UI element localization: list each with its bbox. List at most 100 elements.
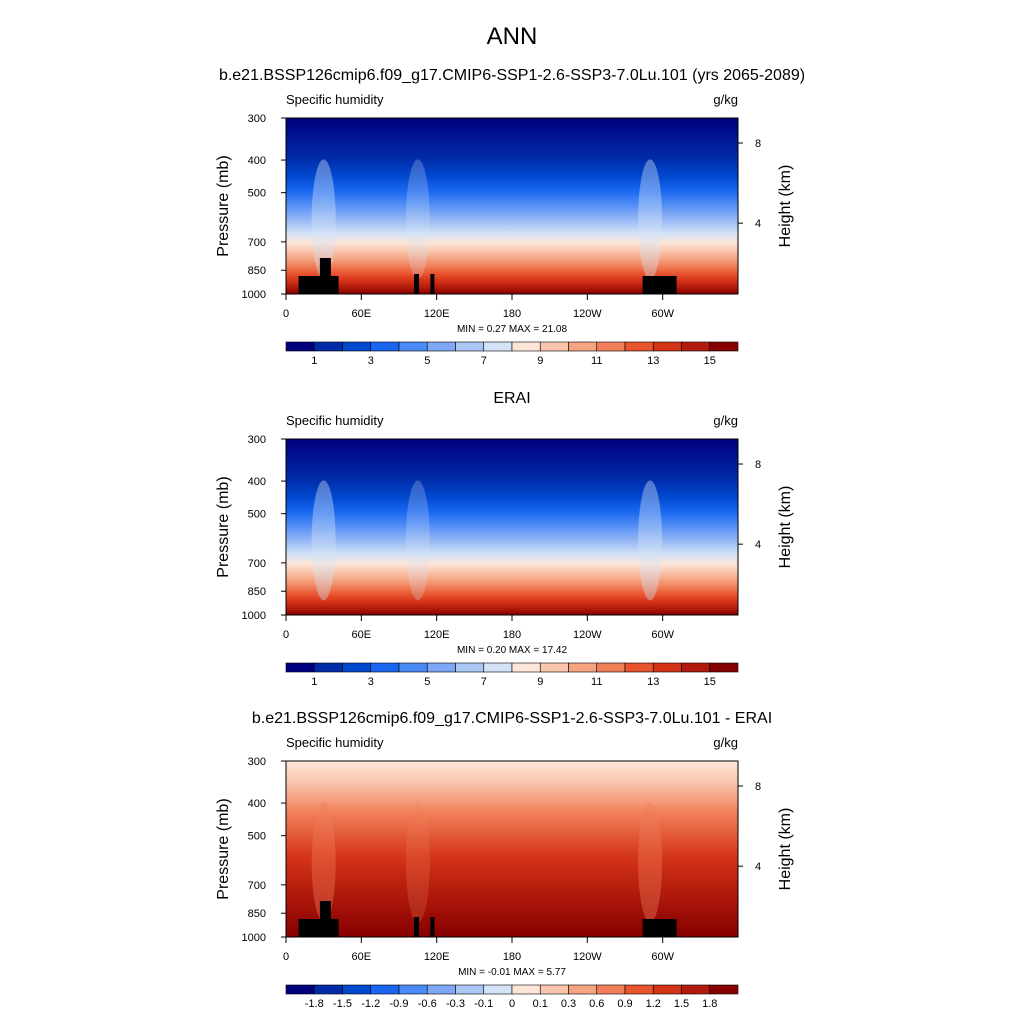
x-tick-label: 60E bbox=[352, 629, 372, 641]
colorbar-label: 0.6 bbox=[589, 998, 604, 1010]
colorbar-swatch bbox=[455, 984, 485, 995]
y-tick-label: 850 bbox=[248, 586, 266, 598]
colorbar-swatch bbox=[652, 662, 682, 673]
field-feature bbox=[405, 480, 430, 601]
topography-block bbox=[642, 919, 677, 937]
x-tick-label: 60E bbox=[352, 308, 372, 320]
colorbar-label: 9 bbox=[537, 355, 543, 367]
colorbar-swatch bbox=[455, 662, 485, 673]
colorbar-label: 0 bbox=[509, 998, 515, 1010]
colorbar-label: 0.3 bbox=[561, 998, 576, 1010]
x-tick-label: 60W bbox=[651, 951, 674, 963]
topography-block bbox=[430, 917, 435, 937]
colorbar-label: 1.8 bbox=[702, 998, 717, 1010]
y-right-tick-label: 8 bbox=[755, 138, 761, 150]
field-feature bbox=[311, 159, 336, 280]
topography-block bbox=[298, 276, 339, 294]
colorbar-swatch bbox=[568, 662, 598, 673]
colorbar-swatch bbox=[652, 341, 682, 352]
colorbar-swatch bbox=[483, 984, 513, 995]
panel-title: ERAI bbox=[493, 390, 530, 407]
field-fill bbox=[286, 761, 738, 937]
colorbar-label: 15 bbox=[704, 676, 716, 688]
y-right-tick-label: 4 bbox=[755, 539, 761, 551]
colorbar-swatch bbox=[624, 341, 654, 352]
colorbar-label: 0.1 bbox=[533, 998, 548, 1010]
x-tick-label: 120W bbox=[573, 308, 602, 320]
colorbar-label: -1.8 bbox=[305, 998, 324, 1010]
colorbar-swatch bbox=[398, 662, 428, 673]
x-tick-label: 60E bbox=[352, 951, 372, 963]
colorbar-label: 3 bbox=[368, 355, 374, 367]
y-axis-title: Pressure (mb) bbox=[215, 798, 232, 899]
topography-block bbox=[414, 917, 420, 937]
colorbar-swatch bbox=[709, 662, 739, 673]
field-feature bbox=[638, 159, 663, 280]
y-tick-label: 500 bbox=[248, 831, 266, 843]
colorbar-swatch bbox=[313, 341, 343, 352]
field-feature bbox=[405, 159, 430, 280]
colorbar-swatch bbox=[313, 984, 343, 995]
x-tick-label: 180 bbox=[503, 308, 521, 320]
y-right-tick-label: 4 bbox=[755, 218, 761, 230]
topography-block bbox=[430, 274, 435, 294]
panel-units-label: g/kg bbox=[713, 735, 738, 750]
colorbar-label: -0.9 bbox=[390, 998, 409, 1010]
colorbar-swatch bbox=[483, 341, 513, 352]
colorbar-swatch bbox=[398, 984, 428, 995]
colorbar-swatch bbox=[342, 341, 372, 352]
colorbar-swatch bbox=[568, 984, 598, 995]
y-tick-label: 700 bbox=[248, 237, 266, 249]
colorbar-swatch bbox=[483, 662, 513, 673]
colorbar-label: -1.2 bbox=[361, 998, 380, 1010]
colorbar-swatch bbox=[398, 341, 428, 352]
colorbar-label: 11 bbox=[591, 355, 602, 367]
colorbar-label: 1.5 bbox=[674, 998, 689, 1010]
colorbar-swatch bbox=[342, 984, 372, 995]
y-tick-label: 300 bbox=[248, 113, 266, 125]
y-tick-label: 850 bbox=[248, 265, 266, 277]
x-tick-label: 0 bbox=[283, 951, 289, 963]
colorbar-swatch bbox=[624, 662, 654, 673]
colorbar-swatch bbox=[539, 662, 569, 673]
colorbar-swatch bbox=[596, 662, 626, 673]
panel-variable-label: Specific humidity bbox=[286, 735, 384, 750]
colorbar-swatch bbox=[681, 341, 711, 352]
topography-block bbox=[298, 919, 339, 937]
y-tick-label: 400 bbox=[248, 476, 266, 488]
y-tick-label: 700 bbox=[248, 558, 266, 570]
y-tick-label: 1000 bbox=[242, 932, 266, 944]
panel-units-label: g/kg bbox=[713, 92, 738, 107]
y-right-axis-title: Height (km) bbox=[777, 808, 794, 891]
y-axis-title: Pressure (mb) bbox=[215, 476, 232, 577]
colorbar-swatch bbox=[455, 341, 485, 352]
panel-variable-label: Specific humidity bbox=[286, 413, 384, 428]
x-tick-label: 0 bbox=[283, 308, 289, 320]
colorbar-label: 5 bbox=[424, 355, 430, 367]
x-tick-label: 180 bbox=[503, 629, 521, 641]
colorbar-swatch bbox=[370, 984, 400, 995]
colorbar-swatch bbox=[596, 984, 626, 995]
field-feature bbox=[638, 480, 663, 601]
colorbar-swatch bbox=[285, 341, 315, 352]
panel-title: b.e21.BSSP126cmip6.f09_g17.CMIP6-SSP1-2.… bbox=[252, 710, 772, 727]
colorbar-label: 15 bbox=[704, 355, 716, 367]
y-tick-label: 300 bbox=[248, 756, 266, 768]
colorbar-label: -0.1 bbox=[474, 998, 493, 1010]
colorbar-label: 1 bbox=[311, 355, 317, 367]
y-tick-label: 1000 bbox=[242, 610, 266, 622]
stats-label: MIN = 0.27 MAX = 21.08 bbox=[457, 324, 567, 335]
field-feature bbox=[638, 802, 663, 923]
panels: b.e21.BSSP126cmip6.f09_g17.CMIP6-SSP1-2.… bbox=[215, 67, 805, 1010]
colorbar-swatch bbox=[426, 984, 456, 995]
colorbar-label: 9 bbox=[537, 676, 543, 688]
colorbar-swatch bbox=[511, 662, 541, 673]
colorbar-label: 13 bbox=[647, 355, 659, 367]
colorbar-label: 3 bbox=[368, 676, 374, 688]
field-feature bbox=[405, 802, 430, 923]
topography-block bbox=[414, 274, 420, 294]
colorbar-swatch bbox=[370, 662, 400, 673]
x-tick-label: 120E bbox=[424, 629, 450, 641]
colorbar-swatch bbox=[511, 341, 541, 352]
